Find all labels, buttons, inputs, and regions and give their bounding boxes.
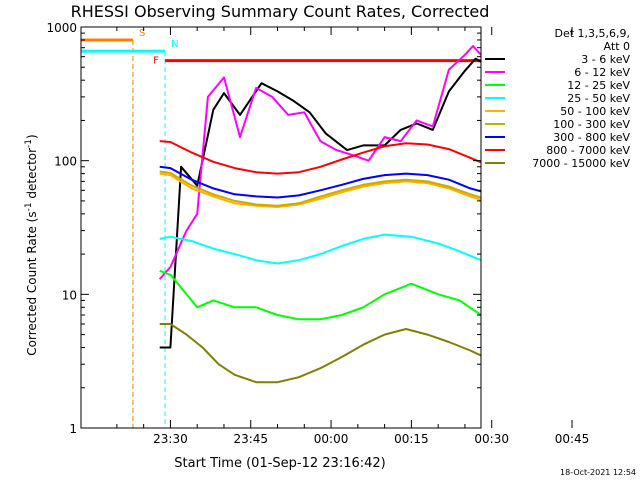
x-tick-label-4: 00:30 <box>474 432 509 446</box>
x-tick-label-2: 00:00 <box>314 432 349 446</box>
legend-item-6: 300 - 800 keV <box>553 131 630 144</box>
flag-label-s: S <box>139 28 145 39</box>
timestamp: 18-Oct-2021 12:54 <box>560 468 636 477</box>
y-axis: 1 10 100 1000 <box>46 21 481 436</box>
legend-item-0: 3 - 6 keV <box>581 53 630 66</box>
series-line-0 <box>159 57 481 349</box>
legend-item-3: 25 - 50 keV <box>567 92 630 105</box>
plot-frame <box>80 26 482 429</box>
legend-item-2: 12 - 25 keV <box>567 79 630 92</box>
series-group <box>158 45 481 384</box>
x-tick-label-5: 00:45 <box>555 432 590 446</box>
series-line-6 <box>159 165 481 199</box>
y-tick-label-3: 1000 <box>46 21 77 35</box>
y-axis-label-end: ) <box>25 134 39 139</box>
y-tick-label-2: 100 <box>54 155 77 169</box>
x-axis-label: Start Time (01-Sep-12 23:16:42) <box>174 456 385 471</box>
legend-item-8: 7000 - 15000 keV <box>532 157 630 170</box>
flag-bars <box>81 38 481 428</box>
x-tick-label-1: 23:45 <box>233 432 268 446</box>
legend-item-1: 6 - 12 keV <box>574 66 630 79</box>
x-tick-label-3: 00:15 <box>394 432 429 446</box>
series-line-2 <box>159 269 481 321</box>
series-line-1 <box>158 45 481 280</box>
y-axis-label-sup1: -1 <box>24 202 34 211</box>
flag-label-n: N <box>171 39 178 50</box>
y-axis-label-main: Corrected Count Rate (s <box>25 211 39 355</box>
chart-title: RHESSI Observing Summary Count Rates, Co… <box>71 2 490 21</box>
y-tick-label-1: 10 <box>62 288 77 302</box>
series-line-3 <box>159 233 481 265</box>
legend-header-line-1: Det 1,3,5,6,9, <box>554 27 630 40</box>
legend-item-7: 800 - 7000 keV <box>546 144 630 157</box>
legend-item-4: 50 - 100 keV <box>560 105 630 118</box>
legend-item-5: 100 - 300 keV <box>553 118 630 131</box>
flag-label-f: F <box>153 56 159 67</box>
legend-header-line-2: Att 0 <box>604 40 630 53</box>
y-axis-label-mid: detector <box>25 148 39 203</box>
y-axis-label-sup2: -1 <box>24 139 34 148</box>
x-tick-label-0: 23:30 <box>153 432 188 446</box>
series-line-5 <box>159 170 481 207</box>
y-tick-label-0: 1 <box>69 422 77 436</box>
x-axis: 23:30 23:45 00:00 00:15 00:30 00:45 <box>116 27 590 446</box>
series-line-8 <box>159 323 481 384</box>
series-line-4 <box>159 172 481 208</box>
series-line-7 <box>159 140 481 175</box>
y-axis-label: Corrected Count Rate (s-1 detector-1) <box>24 134 39 355</box>
